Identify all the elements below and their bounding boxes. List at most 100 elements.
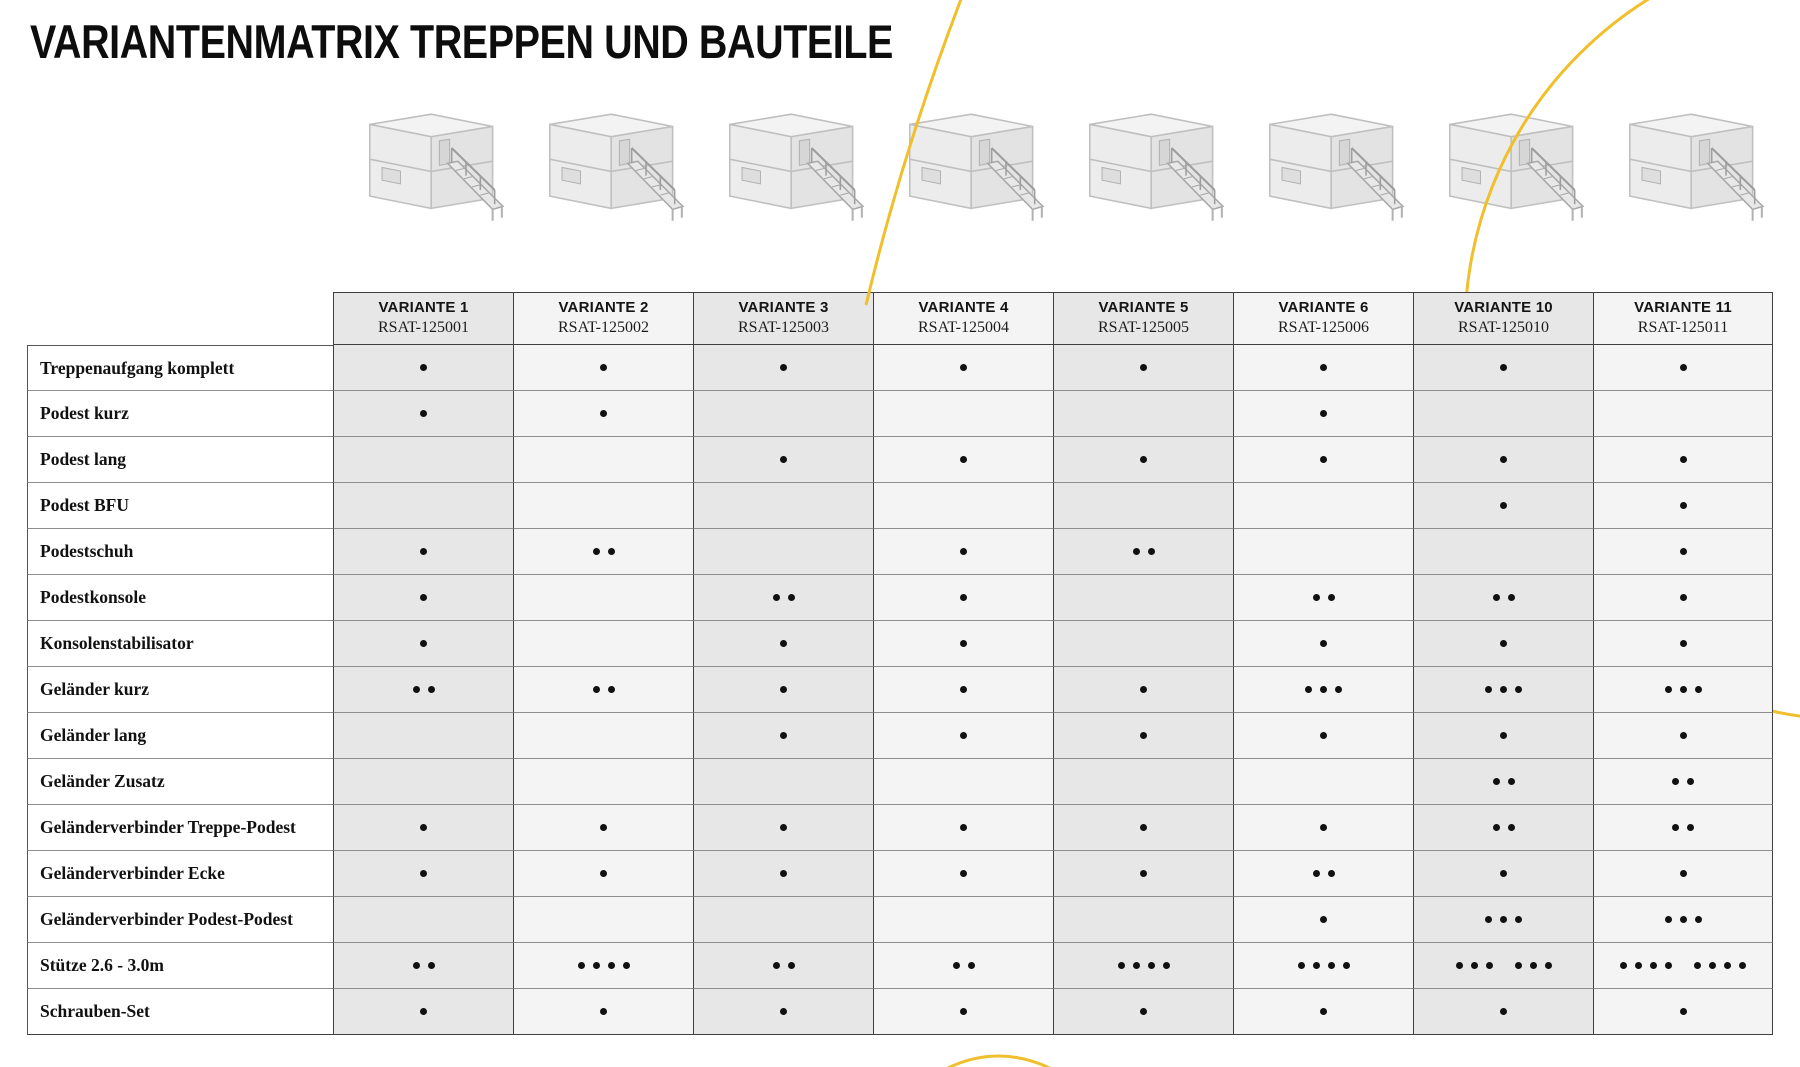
row-label: Treppenaufgang komplett (27, 345, 333, 391)
dot-group (1668, 824, 1698, 831)
row-label: Podest lang (27, 437, 333, 483)
dot-group (769, 594, 799, 601)
matrix-cell (1413, 483, 1593, 529)
matrix-cell (1413, 437, 1593, 483)
quantity-dot (960, 1008, 967, 1015)
quantity-dot (1679, 640, 1687, 647)
dot-group (1136, 732, 1151, 739)
dot-group (416, 824, 431, 831)
dot-group (1309, 594, 1339, 601)
quantity-dot (1320, 410, 1327, 417)
dot-group (956, 364, 971, 371)
matrix-cell (873, 759, 1053, 805)
matrix-cell (513, 943, 693, 989)
variant-code: RSAT-125003 (738, 318, 829, 336)
matrix-cell (1593, 529, 1773, 575)
quantity-dot (780, 732, 787, 739)
quantity-dot (1515, 686, 1522, 693)
quantity-dot (772, 594, 780, 601)
quantity-dot (960, 870, 967, 877)
dot-group (1316, 640, 1331, 647)
dot-group (1676, 640, 1691, 647)
column-header-variante-10: VARIANTE 10 RSAT-125010 (1413, 292, 1593, 345)
quantity-dot (420, 640, 427, 647)
matrix-cell (693, 897, 873, 943)
matrix-cell (1413, 621, 1593, 667)
quantity-dot (1335, 686, 1342, 693)
dot-group (776, 640, 791, 647)
matrix-cell (333, 345, 513, 391)
dot-group (416, 364, 431, 371)
dot-group (1496, 640, 1511, 647)
variant-illustration-7 (1418, 106, 1588, 234)
variant-name: VARIANTE 11 (1634, 299, 1732, 317)
matrix-cell (1233, 391, 1413, 437)
dot-group (1511, 962, 1556, 969)
dot-group (1316, 1008, 1331, 1015)
row-label: Geländerverbinder Treppe-Podest (27, 805, 333, 851)
variant-code: RSAT-125002 (558, 318, 649, 336)
dot-group (776, 870, 791, 877)
quantity-dot (1500, 870, 1507, 877)
quantity-dot (577, 962, 585, 969)
dot-group (1481, 686, 1526, 693)
dot-group (1114, 962, 1174, 969)
matrix-cell (1413, 805, 1593, 851)
dot-group (416, 640, 431, 647)
matrix-cell (1053, 667, 1233, 713)
matrix-cell (1593, 575, 1773, 621)
matrix-cell (513, 805, 693, 851)
matrix-cell (1233, 483, 1413, 529)
matrix-cell (1233, 943, 1413, 989)
quantity-dot (622, 962, 630, 969)
quantity-dot (1507, 594, 1515, 601)
matrix-cell (1593, 621, 1773, 667)
matrix-cell (693, 529, 873, 575)
quantity-dot (1320, 640, 1327, 647)
quantity-dot (787, 962, 795, 969)
quantity-dot (1140, 364, 1147, 371)
matrix-cell (1053, 345, 1233, 391)
quantity-dot (1500, 640, 1507, 647)
quantity-dot (1485, 962, 1493, 969)
quantity-dot (960, 456, 967, 463)
dot-group (949, 962, 979, 969)
quantity-dot (600, 870, 607, 877)
dot-group (1481, 916, 1526, 923)
matrix-cell (693, 805, 873, 851)
quantity-dot (1500, 364, 1507, 371)
matrix-cell (873, 851, 1053, 897)
quantity-dot (1492, 824, 1500, 831)
dot-group (956, 824, 971, 831)
matrix-cell (1233, 529, 1413, 575)
quantity-dot (967, 962, 975, 969)
matrix-cell (1593, 345, 1773, 391)
quantity-dot (1312, 870, 1320, 877)
matrix-cell (873, 667, 1053, 713)
quantity-dot (1687, 824, 1694, 831)
quantity-dot (787, 594, 795, 601)
dot-group (596, 1008, 611, 1015)
quantity-dot (592, 548, 600, 555)
variant-name: VARIANTE 5 (1098, 299, 1189, 317)
matrix-cell (1413, 897, 1593, 943)
dot-group (416, 548, 431, 555)
matrix-cell (693, 943, 873, 989)
quantity-dot (1529, 962, 1537, 969)
matrix-cell (693, 575, 873, 621)
matrix-cell (333, 391, 513, 437)
matrix-cell (693, 345, 873, 391)
row-label: Geländer Zusatz (27, 759, 333, 805)
matrix-cell (1413, 667, 1593, 713)
quantity-dot (1132, 962, 1140, 969)
matrix-cell (1233, 897, 1413, 943)
matrix-cell (1593, 437, 1773, 483)
quantity-dot (1665, 962, 1672, 969)
quantity-dot (1664, 686, 1672, 693)
dot-group (1316, 410, 1331, 417)
dot-group (956, 870, 971, 877)
matrix-cell (873, 989, 1053, 1035)
quantity-dot (1739, 962, 1746, 969)
quantity-dot (960, 686, 967, 693)
quantity-dot (1327, 962, 1335, 969)
